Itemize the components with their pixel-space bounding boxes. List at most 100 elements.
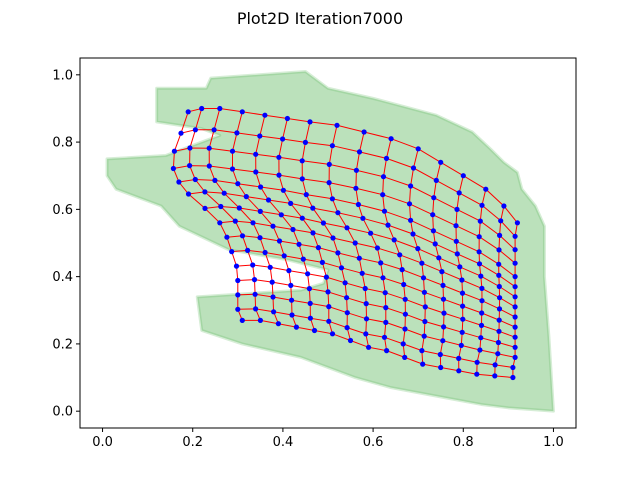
mesh-node (380, 275, 386, 281)
chart-title: Plot2D Iteration7000 (237, 9, 403, 28)
mesh-node (422, 304, 428, 310)
mesh-node (441, 324, 447, 330)
mesh-node (326, 180, 332, 186)
mesh-node (460, 173, 466, 179)
mesh-line-horizontal (236, 264, 516, 338)
mesh-node (459, 290, 466, 296)
mesh-node (359, 270, 365, 276)
mesh-node (501, 203, 507, 209)
mesh-node (496, 306, 503, 312)
mesh-node (436, 255, 442, 261)
mesh-node (310, 230, 316, 236)
mesh-node (380, 192, 386, 198)
mesh-node (185, 109, 191, 115)
axes-frame (79, 57, 577, 429)
mesh-node (353, 167, 359, 173)
mesh-node (212, 177, 218, 183)
x-tick-label: 0.0 (92, 435, 113, 450)
mesh-node (476, 249, 482, 255)
mesh-node (335, 250, 341, 256)
mesh-node (265, 197, 272, 203)
mesh-node (187, 163, 193, 169)
mesh-node (344, 225, 350, 231)
mesh-node (422, 318, 428, 325)
mesh-node (276, 154, 282, 160)
mesh-node (276, 238, 283, 244)
mesh-node (440, 296, 447, 302)
mesh-node (270, 294, 276, 300)
mesh-node (221, 190, 227, 196)
mesh-node (334, 122, 340, 128)
mesh-node (288, 200, 294, 206)
mesh-node (233, 263, 240, 269)
mesh-node (479, 298, 485, 304)
mesh-node (290, 226, 296, 233)
mesh-node (229, 166, 236, 172)
mesh-node (171, 148, 177, 154)
mesh-node (218, 203, 224, 210)
mesh-node (315, 245, 321, 251)
mesh-node (381, 208, 388, 214)
mesh-node (456, 190, 462, 196)
mesh-node (329, 196, 335, 202)
mesh-node (253, 151, 259, 157)
mesh-node (362, 285, 368, 292)
x-tick-label: 0.4 (273, 435, 294, 450)
mesh-node (430, 228, 436, 234)
mesh-node (243, 194, 249, 200)
mesh-node (239, 233, 246, 239)
mesh-node (399, 267, 405, 273)
mesh-node (344, 295, 350, 301)
mesh-node (284, 115, 290, 122)
mesh-node (433, 177, 439, 183)
mesh-node (492, 373, 498, 379)
mesh-node (477, 218, 483, 224)
mesh-node (439, 269, 445, 275)
mesh-node (476, 234, 482, 240)
mesh-node (402, 326, 408, 332)
x-tick-label: 0.6 (363, 435, 384, 450)
mesh-node (514, 220, 521, 226)
mesh-line-horizontal (188, 108, 518, 224)
mesh-node (269, 279, 275, 285)
mesh-node (202, 189, 208, 195)
mesh-node (458, 342, 464, 348)
mesh-node (380, 174, 387, 180)
mesh-node (235, 277, 241, 284)
mesh-node (497, 232, 503, 238)
mesh-node (479, 310, 485, 316)
mesh-node (391, 237, 397, 243)
mesh-node (402, 311, 408, 317)
mesh-node (408, 183, 414, 189)
mesh-node (355, 201, 361, 208)
mesh-node (289, 297, 295, 303)
mesh-node (421, 289, 427, 295)
mesh-node (330, 235, 336, 241)
mesh-node (363, 331, 369, 337)
mesh-node (251, 277, 258, 283)
mesh-node (280, 187, 286, 193)
mesh-node (302, 139, 308, 145)
x-tick-label: 0.8 (453, 435, 474, 450)
mesh-node (187, 145, 193, 151)
mesh-node (276, 172, 282, 178)
mesh-node (270, 223, 276, 229)
mesh-node (199, 105, 205, 112)
mesh-node (206, 145, 212, 151)
mesh-node (344, 310, 350, 316)
mesh-node (326, 161, 332, 167)
mesh-node (319, 259, 325, 265)
mesh-node (185, 191, 192, 197)
mesh-node (329, 331, 336, 337)
mesh-node (437, 351, 443, 358)
y-tick-label: 0.6 (52, 203, 73, 218)
mesh-line-horizontal (237, 279, 516, 348)
mesh-node (438, 364, 444, 371)
mesh-node (382, 290, 388, 296)
mesh-node (303, 192, 309, 198)
mesh-line-horizontal (204, 205, 516, 298)
mesh-node (192, 127, 198, 133)
mesh-node (512, 354, 518, 360)
mesh-node (460, 303, 466, 309)
